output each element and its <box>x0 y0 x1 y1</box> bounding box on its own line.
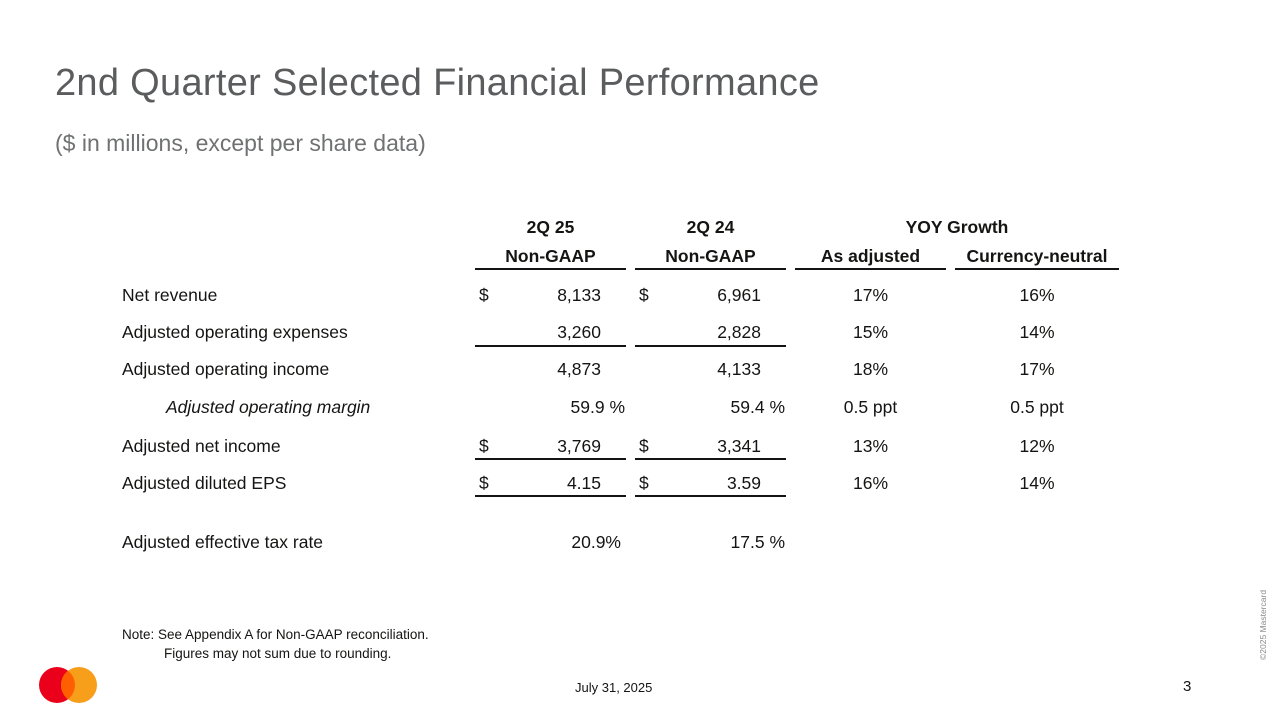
cell-2q25-diluted-eps: 4.15 <box>566 473 601 493</box>
cell-cn-diluted-eps: 14% <box>1019 473 1055 493</box>
cell-cn-operating-margin: 0.5 ppt <box>1010 397 1064 417</box>
footer-date: July 31, 2025 <box>575 680 653 695</box>
row-label-adjusted-net-income: Adjusted net income <box>122 436 281 456</box>
cell-cn-net-revenue: 16% <box>1019 285 1055 305</box>
col-2q25-basis-header: Non-GAAP <box>505 246 596 266</box>
dollar-sign: $ <box>639 285 649 305</box>
cell-2q25-net-income: 3,769 <box>557 436 601 456</box>
yoy-growth-header: YOY Growth <box>905 217 1009 237</box>
cell-2q24-operating-margin: 59.4 % <box>730 397 785 417</box>
dollar-sign: $ <box>479 473 489 493</box>
cell-adj-operating-expenses: 15% <box>852 322 889 342</box>
col-currency-neutral-underline <box>955 268 1119 270</box>
cell-2q24-net-income: 3,341 <box>717 436 761 456</box>
cell-adj-net-income: 13% <box>852 436 889 456</box>
col-2q24-year-header: 2Q 24 <box>686 217 735 237</box>
cell-2q25-operating-income: 4,873 <box>557 359 601 379</box>
cell-2q24-diluted-eps: 3.59 <box>726 473 761 493</box>
subtotal-underline-2q24 <box>635 345 786 347</box>
cell-2q24-operating-expenses: 2,828 <box>717 322 761 342</box>
cell-adj-diluted-eps: 16% <box>852 473 889 493</box>
cell-adj-net-revenue: 17% <box>852 285 889 305</box>
page-title: 2nd Quarter Selected Financial Performan… <box>55 62 820 104</box>
net-income-underline-2q25 <box>475 458 626 460</box>
dollar-sign: $ <box>479 436 489 456</box>
cell-cn-operating-expenses: 14% <box>1019 322 1055 342</box>
footnote-line-2: Figures may not sum due to rounding. <box>164 646 392 661</box>
col-currency-neutral-header: Currency-neutral <box>966 246 1108 266</box>
subtotal-underline-2q25 <box>475 345 626 347</box>
mastercard-logo-icon <box>39 667 97 703</box>
col-as-adjusted-underline <box>795 268 946 270</box>
col-as-adjusted-header: As adjusted <box>820 246 921 266</box>
eps-underline-2q25 <box>475 495 626 497</box>
row-label-adjusted-effective-tax-rate: Adjusted effective tax rate <box>122 532 324 552</box>
row-label-adjusted-operating-expenses: Adjusted operating expenses <box>122 322 348 342</box>
dollar-sign: $ <box>479 285 489 305</box>
dollar-sign: $ <box>639 436 649 456</box>
col-2q25-header-underline <box>475 268 626 270</box>
row-label-adjusted-operating-margin: Adjusted operating margin <box>166 397 371 417</box>
page-subtitle: ($ in millions, except per share data) <box>55 130 426 156</box>
row-label-net-revenue: Net revenue <box>122 285 218 305</box>
col-2q24-basis-header: Non-GAAP <box>665 246 756 266</box>
page-number: 3 <box>1183 678 1192 695</box>
eps-underline-2q24 <box>635 495 786 497</box>
cell-2q25-tax-rate: 20.9% <box>571 532 621 552</box>
net-income-underline-2q24 <box>635 458 786 460</box>
footnote: Note: See Appendix A for Non-GAAP reconc… <box>122 625 429 663</box>
row-label-adjusted-diluted-eps: Adjusted diluted EPS <box>122 473 287 493</box>
col-2q25-year-header: 2Q 25 <box>526 217 575 237</box>
cell-cn-operating-income: 17% <box>1019 359 1055 379</box>
row-label-adjusted-operating-income: Adjusted operating income <box>122 359 330 379</box>
cell-adj-operating-income: 18% <box>852 359 889 379</box>
dollar-sign: $ <box>639 473 649 493</box>
cell-2q24-net-revenue: 6,961 <box>717 285 761 305</box>
cell-adj-operating-margin: 0.5 ppt <box>843 397 898 417</box>
cell-2q25-operating-expenses: 3,260 <box>557 322 601 342</box>
cell-2q25-operating-margin: 59.9 % <box>570 397 625 417</box>
footnote-line-1: Note: See Appendix A for Non-GAAP reconc… <box>122 627 429 642</box>
copyright-notice: ©2025 Mastercard <box>1258 589 1268 660</box>
col-2q24-header-underline <box>635 268 786 270</box>
cell-cn-net-income: 12% <box>1019 436 1055 456</box>
cell-2q25-net-revenue: 8,133 <box>557 285 601 305</box>
cell-2q24-operating-income: 4,133 <box>717 359 761 379</box>
cell-2q24-tax-rate: 17.5 % <box>730 532 785 552</box>
